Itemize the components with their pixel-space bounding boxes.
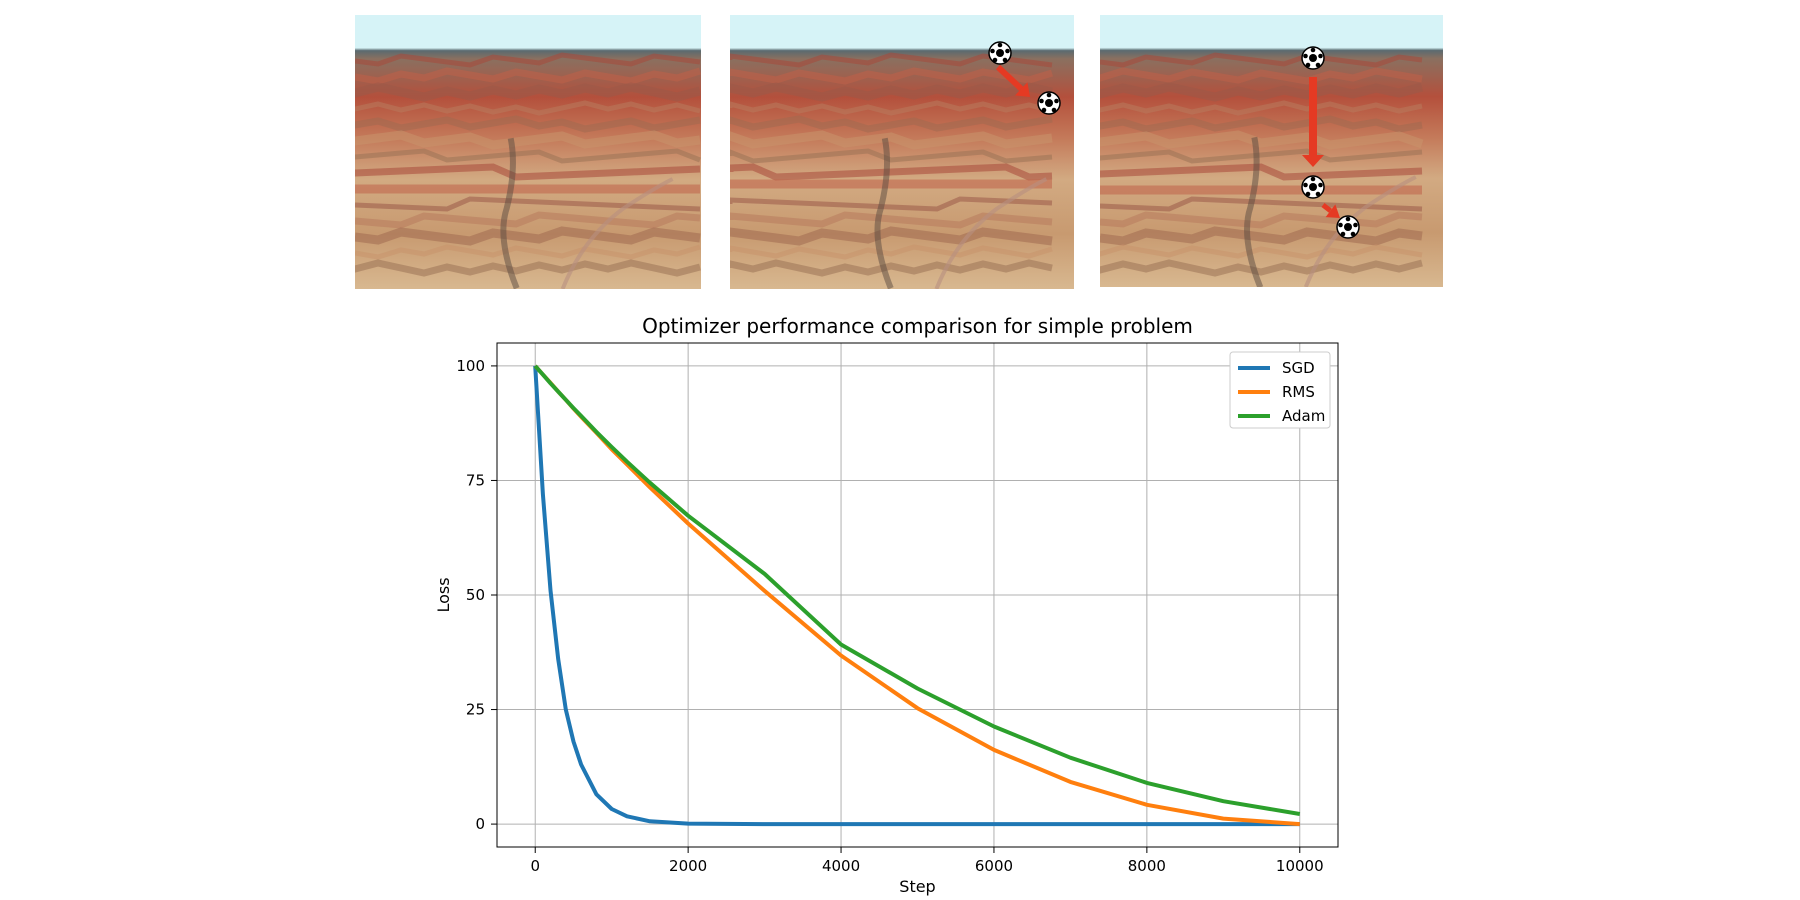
canyon-photo-2 <box>730 15 1074 289</box>
soccer-ball-icon <box>1037 91 1061 115</box>
soccer-ball-icon <box>1301 175 1325 199</box>
red-arrow-icon <box>1302 77 1324 167</box>
series-line-adam <box>533 364 1301 816</box>
loss-chart: 0 2000 4000 6000 8000 10000 0 25 50 75 100 Optimiz… <box>0 300 1800 900</box>
series-layer <box>533 364 1301 827</box>
canyon-illustration <box>355 15 701 289</box>
red-arrow-icon <box>995 64 1030 97</box>
x-tick-label: 0 <box>530 857 540 875</box>
x-tick-label: 4000 <box>822 857 860 875</box>
x-tick-label: 10000 <box>1276 857 1324 875</box>
y-tick-label: 25 <box>466 701 485 719</box>
x-tick-label: 8000 <box>1128 857 1166 875</box>
tick-layer: 0 2000 4000 6000 8000 10000 0 25 50 75 100 <box>456 357 1323 875</box>
soccer-ball-icon <box>1336 215 1360 239</box>
x-tick-label: 6000 <box>975 857 1013 875</box>
y-tick-label: 100 <box>456 357 485 375</box>
legend-label-sgd: SGD <box>1282 359 1315 377</box>
soccer-ball-icon <box>1301 46 1325 70</box>
canyon-photo-1 <box>355 15 701 289</box>
y-tick-label: 50 <box>466 586 485 604</box>
y-tick-label: 0 <box>475 815 485 833</box>
y-axis-label: Loss <box>434 577 453 612</box>
canyon-illustration <box>730 15 1074 289</box>
x-axis-label: Step <box>899 877 935 896</box>
soccer-ball-icon <box>988 41 1012 65</box>
chart-svg: 0 2000 4000 6000 8000 10000 0 25 50 75 100 Optimiz… <box>434 314 1339 896</box>
chart-title: Optimizer performance comparison for sim… <box>642 314 1193 338</box>
series-line-sgd <box>533 365 1300 827</box>
grid-layer <box>497 343 1338 847</box>
legend: SGD RMS Adam <box>1229 351 1331 429</box>
legend-label-rms: RMS <box>1282 383 1315 401</box>
legend-label-adam: Adam <box>1282 407 1325 425</box>
y-tick-label: 75 <box>466 471 485 489</box>
red-arrow-icon <box>1321 203 1340 218</box>
legend-box <box>1229 351 1331 429</box>
canyon-illustration <box>1100 15 1443 287</box>
canyon-photo-3 <box>1100 15 1443 287</box>
x-tick-label: 2000 <box>669 857 707 875</box>
